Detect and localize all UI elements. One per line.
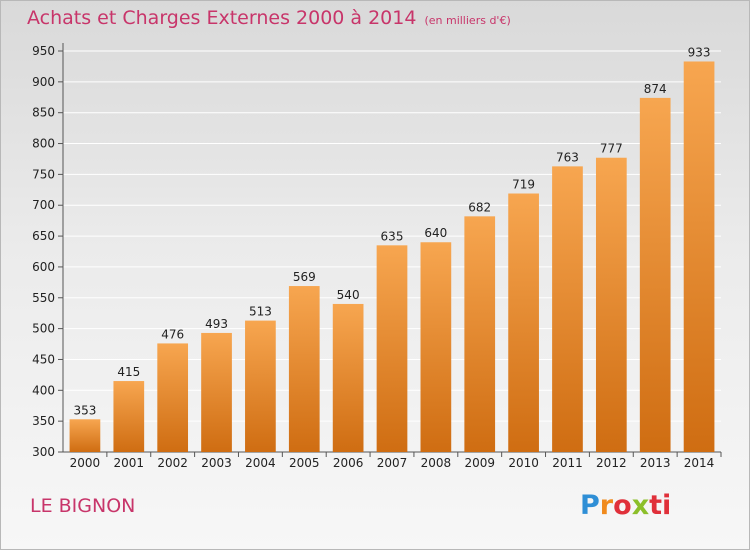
x-tick-label: 2008: [421, 456, 452, 470]
bar-value-label: 540: [337, 288, 360, 302]
x-tick-label: 2000: [70, 456, 101, 470]
x-tick-label: 2001: [114, 456, 145, 470]
x-tick-label: 2003: [201, 456, 232, 470]
bar: [683, 61, 715, 452]
bar-value-label: 763: [556, 150, 579, 164]
bar: [639, 97, 671, 452]
bar: [552, 166, 583, 452]
bar-value-label: 476: [161, 327, 184, 341]
x-tick-label: 2002: [157, 456, 188, 470]
bar: [201, 332, 232, 452]
y-tick-label: 500: [32, 322, 55, 336]
y-tick-label: 600: [32, 260, 55, 274]
y-tick-label: 350: [32, 414, 55, 428]
bar: [245, 320, 276, 452]
bar-value-label: 719: [512, 178, 535, 192]
proxiti-logo: Proxti: [580, 490, 672, 521]
bar: [420, 242, 452, 452]
bar-value-label: 569: [293, 270, 316, 284]
bar: [464, 216, 496, 452]
y-tick-label: 700: [32, 198, 55, 212]
y-tick-label: 300: [32, 445, 55, 459]
y-tick-label: 800: [32, 137, 55, 151]
x-tick-label: 2011: [552, 456, 583, 470]
bar-value-label: 933: [688, 45, 711, 59]
bar-value-label: 513: [249, 305, 272, 319]
bar-value-label: 874: [644, 82, 667, 96]
chart-title: Achats et Charges Externes 2000 à 2014 (e…: [27, 7, 511, 29]
x-tick-label: 2010: [508, 456, 539, 470]
bar-value-label: 353: [73, 403, 96, 417]
bar: [332, 303, 364, 452]
bar: [508, 193, 539, 453]
x-tick-label: 2004: [245, 456, 276, 470]
y-tick-label: 400: [32, 383, 55, 397]
bar-value-label: 640: [424, 226, 447, 240]
y-tick-label: 750: [32, 167, 55, 181]
commune-name: LE BIGNON: [30, 495, 136, 517]
bar: [157, 343, 189, 452]
axes: 300 350 400 450 500 550 600 650 700 750 800 850 900 9…: [32, 43, 722, 470]
bar: [69, 419, 101, 452]
bar-value-label: 493: [205, 317, 228, 331]
y-tick-label: 450: [32, 352, 55, 366]
x-tick-label: 2009: [464, 456, 495, 470]
bar-value-label: 415: [117, 365, 140, 379]
y-tick-label: 950: [32, 44, 55, 58]
y-tick-label: 900: [32, 75, 55, 89]
x-tick-label: 2014: [684, 456, 715, 470]
bar-value-label: 635: [381, 229, 404, 243]
y-tick-label: 850: [32, 106, 55, 120]
bar: [376, 245, 408, 452]
x-tick-label: 2013: [640, 456, 671, 470]
x-tick-label: 2012: [596, 456, 627, 470]
bar-value-label: 777: [600, 142, 623, 156]
bar: [113, 381, 145, 452]
y-tick-label: 650: [32, 229, 55, 243]
x-tick-label: 2007: [377, 456, 408, 470]
bar: [595, 157, 627, 452]
x-tick-label: 2005: [289, 456, 320, 470]
y-tick-label: 550: [32, 291, 55, 305]
bar: [288, 286, 320, 452]
x-tick-label: 2006: [333, 456, 364, 470]
title-text: Achats et Charges Externes 2000 à 2014: [27, 7, 417, 29]
data-labels: 353 415 476 493 513 569 540 635 640 682 719 763 777 8…: [73, 45, 710, 417]
bars: [69, 61, 715, 453]
unit-text: (en milliers d'€): [424, 14, 511, 27]
bar-value-label: 682: [468, 200, 491, 214]
